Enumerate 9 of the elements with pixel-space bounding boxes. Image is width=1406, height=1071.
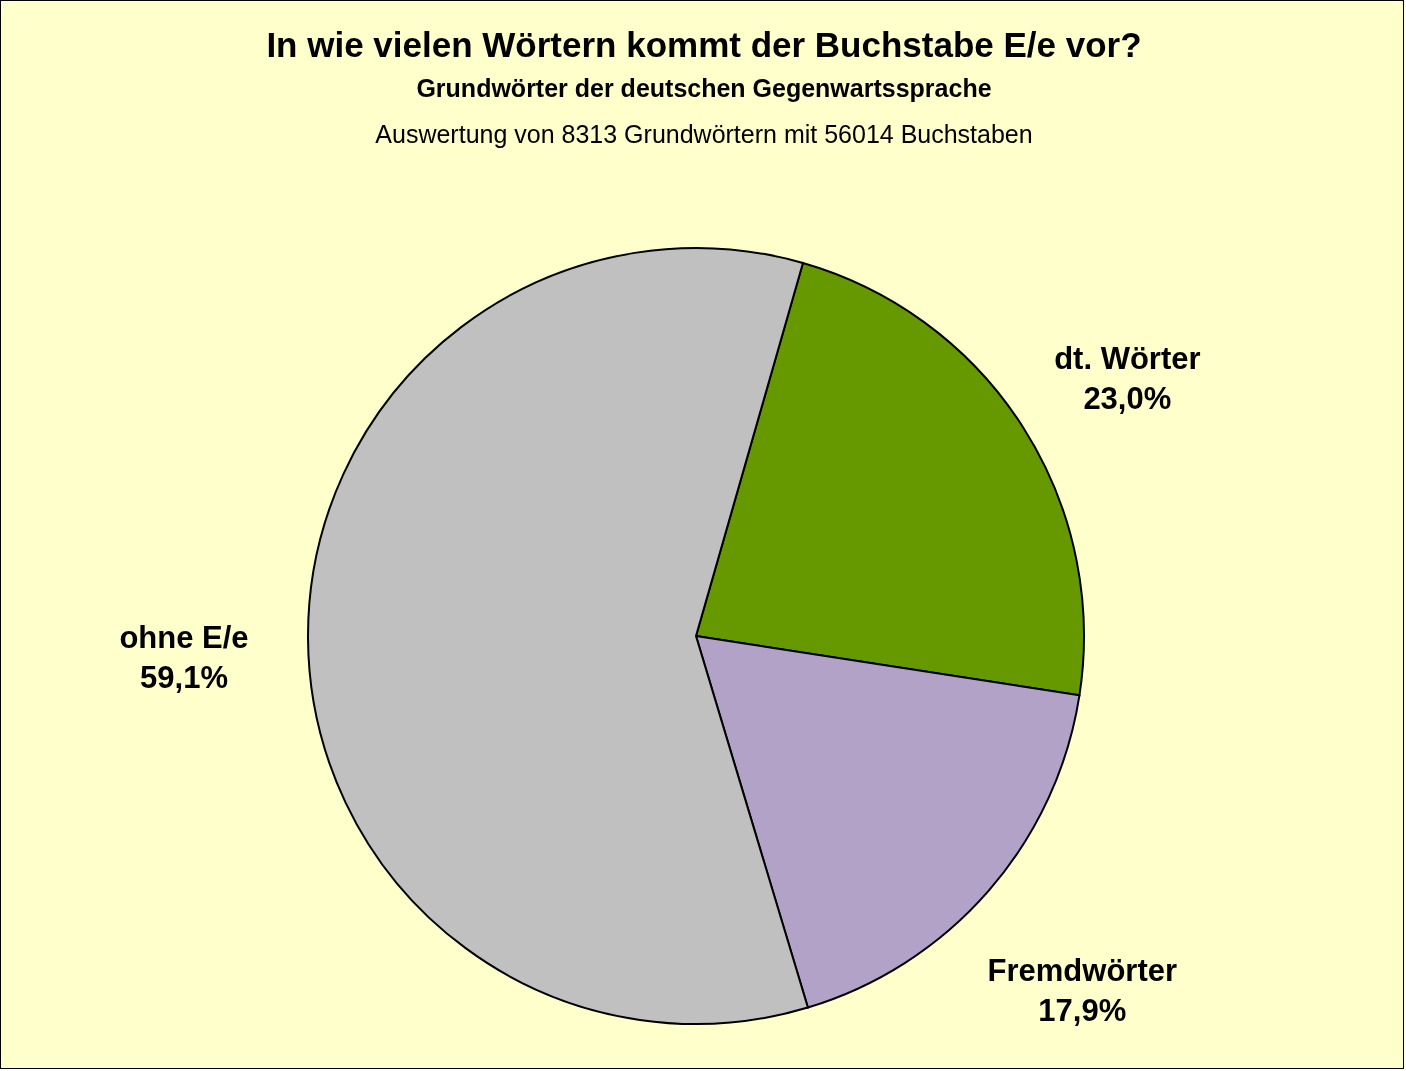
slice-label: Fremdwörter [987, 953, 1178, 989]
slice-label: dt. Wörter [1054, 341, 1201, 377]
chart-subtitle: Grundwörter der deutschen Gegenwartssprache [416, 74, 992, 102]
text: Auswertung von 8313 Grundwörtern mit 56014 Buchstaben [375, 120, 1033, 148]
data-label: 23,0% [1083, 381, 1172, 417]
chart-title: In wie vielen Wörtern kommt der Buchstabe E/e vor? [266, 25, 1142, 64]
slice-label: ohne E/e [119, 620, 249, 656]
data-label: 59,1% [140, 660, 228, 696]
data-label: 17,9% [1038, 993, 1127, 1029]
